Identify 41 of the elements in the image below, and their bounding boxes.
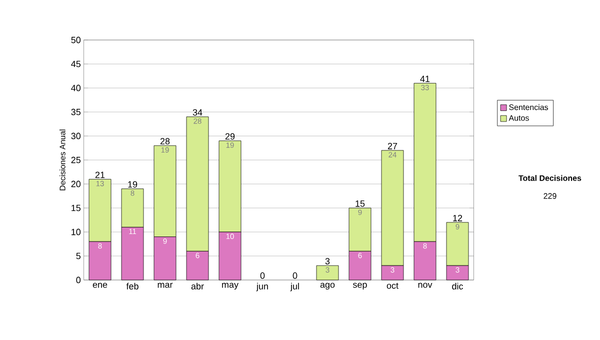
x-tick-label: nov xyxy=(418,282,432,288)
y-tick-label: 5 xyxy=(76,252,81,260)
text: 229 xyxy=(544,193,556,199)
total-label: 12 xyxy=(453,214,462,222)
x-tick-label: abr xyxy=(191,282,204,290)
y-axis-title: Decisiones Anual xyxy=(59,130,66,190)
total-label: 3 xyxy=(325,258,330,264)
x-tick-label: jul xyxy=(290,282,299,292)
legend-label: Autos xyxy=(508,115,529,121)
x-tick-label: jun xyxy=(256,282,268,292)
y-tick-label: 40 xyxy=(71,84,81,92)
y-tick-label: 50 xyxy=(71,36,81,44)
y-tick-label: 15 xyxy=(72,204,81,212)
x-tick-label: oct xyxy=(386,282,398,289)
x-tick-label: mar xyxy=(158,282,173,288)
y-tick-label: 0 xyxy=(76,276,81,284)
x-tick-label: sep xyxy=(352,282,367,290)
total-label: 21 xyxy=(95,172,105,178)
x-tick-label: ago xyxy=(320,282,335,290)
total-label: 41 xyxy=(420,76,430,82)
x-tick-label: feb xyxy=(126,282,138,290)
total-label: 19 xyxy=(128,181,138,188)
y-tick-label: 25 xyxy=(71,156,81,164)
total-label: 15 xyxy=(356,200,365,207)
total-label: 28 xyxy=(160,138,170,144)
bar xyxy=(316,265,339,280)
text: Total Decisiones xyxy=(518,175,582,181)
y-tick-label: 30 xyxy=(71,132,81,140)
total-label: 0 xyxy=(260,272,265,279)
y-tick-label: 45 xyxy=(71,60,81,68)
y-tick-label: 20 xyxy=(71,180,81,188)
total-label: 29 xyxy=(225,133,235,140)
total-label: 0 xyxy=(292,272,298,279)
x-tick-label: ene xyxy=(92,282,108,288)
total-label: 27 xyxy=(388,142,398,150)
x-tick-label: dic xyxy=(452,282,464,290)
total-label: 34 xyxy=(192,109,202,116)
y-tick-label: 35 xyxy=(71,108,81,116)
legend-label: Sentencias xyxy=(509,104,548,110)
y-tick-label: 10 xyxy=(72,228,81,236)
x-tick-label: may xyxy=(222,282,238,290)
